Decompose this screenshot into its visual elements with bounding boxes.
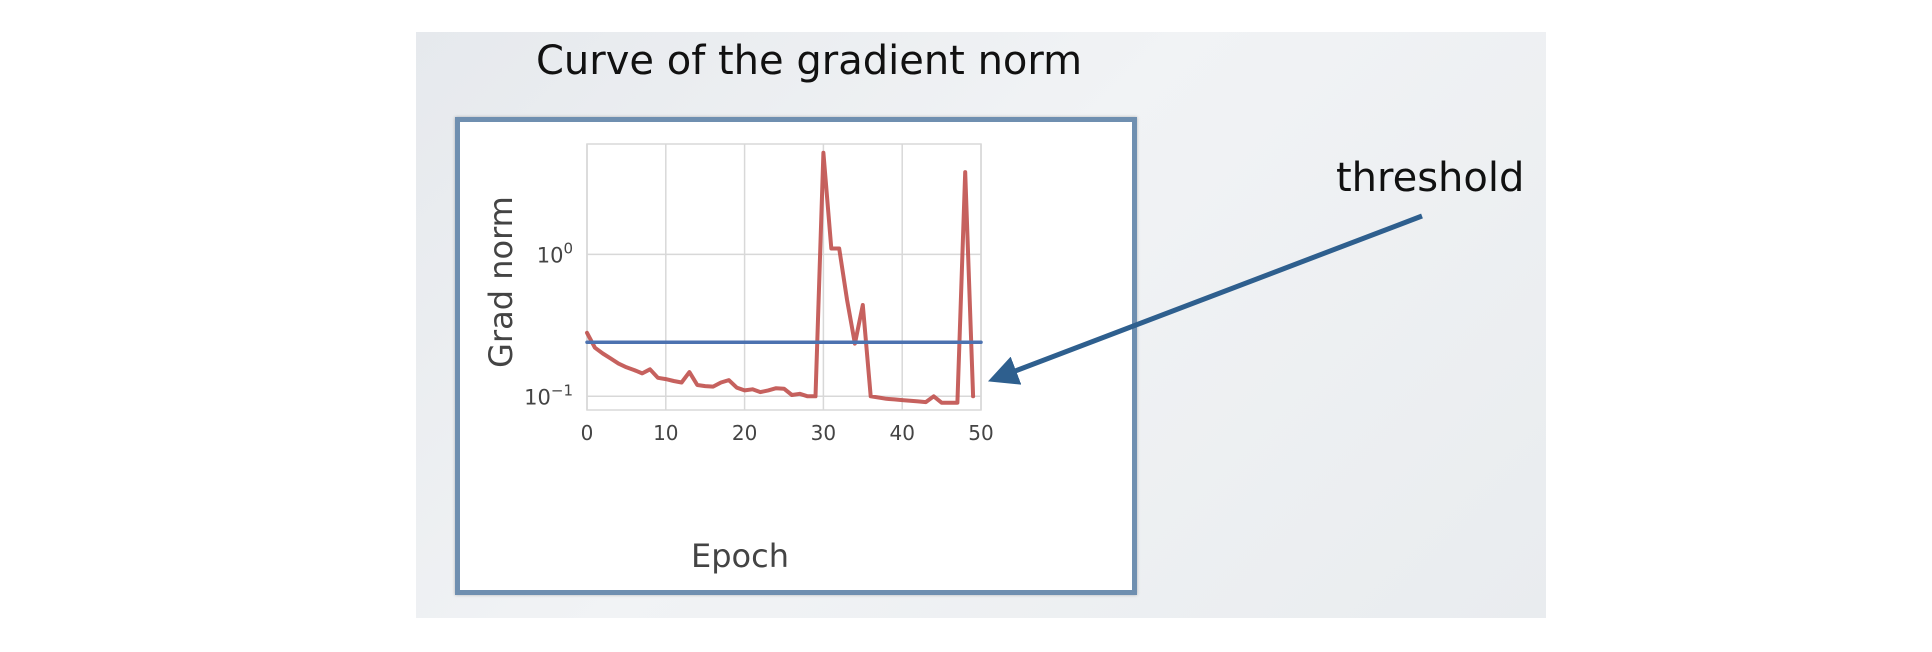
- threshold-label: threshold: [1336, 155, 1525, 201]
- chart-frame: 0 10 20 30 40 50 10−1 100 Epoch Grad norm: [455, 117, 1137, 595]
- x-tick-label: 0: [581, 421, 594, 445]
- series-layer: [585, 150, 983, 405]
- tick-layer: 0 10 20 30 40 50 10−1 100: [524, 239, 994, 445]
- x-tick-label: 50: [968, 421, 993, 445]
- x-tick-label: 20: [732, 421, 757, 445]
- x-tick-label: 10: [653, 421, 678, 445]
- x-axis-label: Epoch: [691, 537, 789, 575]
- grad-norm-series-line: [585, 150, 976, 405]
- grid-layer: [586, 143, 982, 411]
- x-tick-label: 30: [811, 421, 836, 445]
- x-tick-label: 40: [889, 421, 914, 445]
- threshold-arrow: [987, 213, 1423, 385]
- y-axis-label: Grad norm: [482, 196, 520, 368]
- y-tick-label: 10−1: [524, 381, 573, 409]
- slide: Curve of the gradient norm threshold 0 10…: [416, 32, 1546, 618]
- arrow-overlay: [987, 213, 1423, 385]
- slide-title: Curve of the gradient norm: [536, 38, 1083, 84]
- gradient-norm-chart: 0 10 20 30 40 50 10−1 100 Epoch Grad norm: [482, 143, 994, 575]
- y-tick-label: 100: [537, 239, 573, 267]
